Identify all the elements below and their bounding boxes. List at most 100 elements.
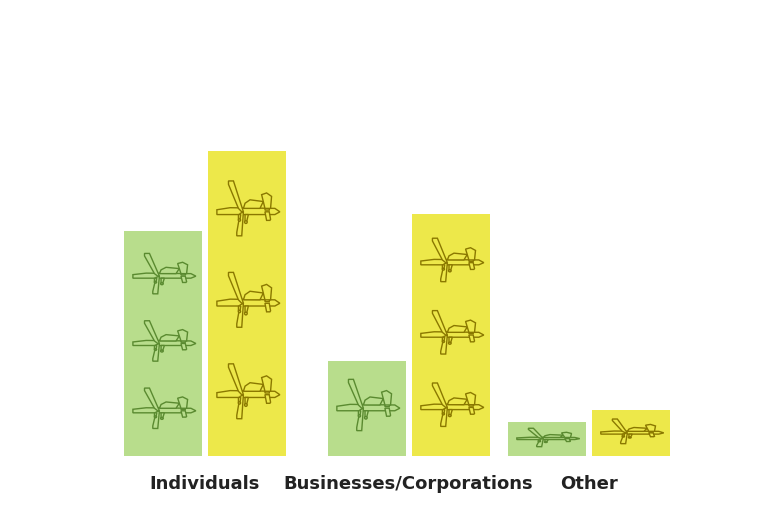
Polygon shape: [440, 335, 447, 354]
Polygon shape: [238, 402, 241, 404]
Polygon shape: [133, 408, 196, 413]
Text: Individuals: Individuals: [149, 475, 260, 493]
Polygon shape: [442, 413, 444, 415]
Polygon shape: [449, 270, 451, 272]
Polygon shape: [337, 404, 400, 411]
Polygon shape: [161, 346, 164, 351]
Polygon shape: [161, 278, 164, 283]
Polygon shape: [442, 340, 444, 343]
Bar: [508, 421, 586, 456]
Polygon shape: [178, 262, 187, 273]
Polygon shape: [133, 273, 196, 278]
Polygon shape: [178, 330, 187, 341]
Polygon shape: [145, 253, 159, 276]
Polygon shape: [365, 411, 368, 417]
Polygon shape: [433, 238, 447, 263]
Polygon shape: [181, 401, 187, 410]
Polygon shape: [440, 408, 447, 426]
Polygon shape: [421, 404, 484, 410]
Polygon shape: [245, 215, 248, 221]
Text: Other: Other: [560, 475, 618, 493]
Polygon shape: [217, 208, 280, 215]
Polygon shape: [627, 428, 647, 431]
Polygon shape: [443, 410, 445, 413]
Polygon shape: [181, 411, 187, 417]
Polygon shape: [442, 268, 444, 270]
Polygon shape: [466, 248, 475, 260]
Polygon shape: [469, 408, 474, 414]
Polygon shape: [433, 311, 447, 335]
Polygon shape: [628, 437, 631, 438]
Polygon shape: [433, 383, 447, 408]
Polygon shape: [243, 200, 263, 208]
Polygon shape: [228, 181, 243, 212]
Bar: [124, 231, 202, 456]
Polygon shape: [622, 436, 625, 437]
Polygon shape: [245, 312, 247, 315]
Polygon shape: [565, 439, 570, 441]
Polygon shape: [348, 379, 363, 408]
Polygon shape: [358, 411, 361, 415]
Polygon shape: [421, 332, 484, 337]
Polygon shape: [466, 320, 475, 332]
Polygon shape: [262, 376, 272, 391]
Polygon shape: [421, 260, 484, 265]
Polygon shape: [238, 306, 241, 311]
Polygon shape: [238, 215, 241, 219]
Polygon shape: [449, 342, 451, 344]
Polygon shape: [365, 417, 367, 419]
Polygon shape: [440, 263, 447, 282]
Bar: [591, 410, 670, 456]
Polygon shape: [152, 411, 159, 429]
Polygon shape: [562, 432, 571, 437]
Bar: [327, 361, 406, 456]
Polygon shape: [161, 413, 164, 418]
Polygon shape: [262, 193, 272, 208]
Polygon shape: [469, 397, 474, 406]
Polygon shape: [385, 395, 391, 407]
Polygon shape: [152, 344, 159, 361]
Polygon shape: [443, 337, 445, 341]
Polygon shape: [469, 252, 474, 261]
Polygon shape: [265, 198, 271, 210]
Polygon shape: [539, 439, 541, 441]
Polygon shape: [612, 419, 627, 433]
Polygon shape: [622, 434, 625, 436]
Polygon shape: [543, 435, 563, 437]
Polygon shape: [382, 391, 392, 405]
Polygon shape: [238, 219, 241, 221]
Polygon shape: [469, 335, 474, 342]
Polygon shape: [357, 408, 363, 431]
Polygon shape: [265, 395, 271, 403]
Polygon shape: [517, 437, 580, 439]
Polygon shape: [243, 291, 263, 300]
Polygon shape: [621, 433, 627, 444]
Polygon shape: [181, 333, 187, 342]
Polygon shape: [152, 276, 159, 294]
Polygon shape: [265, 303, 271, 312]
Polygon shape: [237, 212, 243, 236]
Polygon shape: [181, 266, 187, 275]
Polygon shape: [649, 426, 655, 432]
Polygon shape: [245, 397, 248, 404]
Polygon shape: [181, 344, 187, 350]
Polygon shape: [536, 439, 543, 446]
Polygon shape: [449, 337, 452, 343]
Polygon shape: [545, 439, 548, 442]
Polygon shape: [469, 324, 474, 334]
Text: Businesses/Corporations: Businesses/Corporations: [284, 475, 533, 493]
Polygon shape: [154, 281, 156, 283]
Polygon shape: [469, 263, 474, 269]
Polygon shape: [538, 441, 540, 442]
Polygon shape: [145, 321, 159, 344]
Bar: [412, 215, 490, 456]
Polygon shape: [646, 424, 656, 431]
Polygon shape: [161, 350, 163, 352]
Polygon shape: [145, 388, 159, 411]
Polygon shape: [447, 326, 467, 332]
Polygon shape: [238, 310, 241, 313]
Polygon shape: [159, 335, 180, 341]
Polygon shape: [447, 398, 467, 404]
Polygon shape: [155, 278, 157, 282]
Polygon shape: [265, 381, 271, 393]
